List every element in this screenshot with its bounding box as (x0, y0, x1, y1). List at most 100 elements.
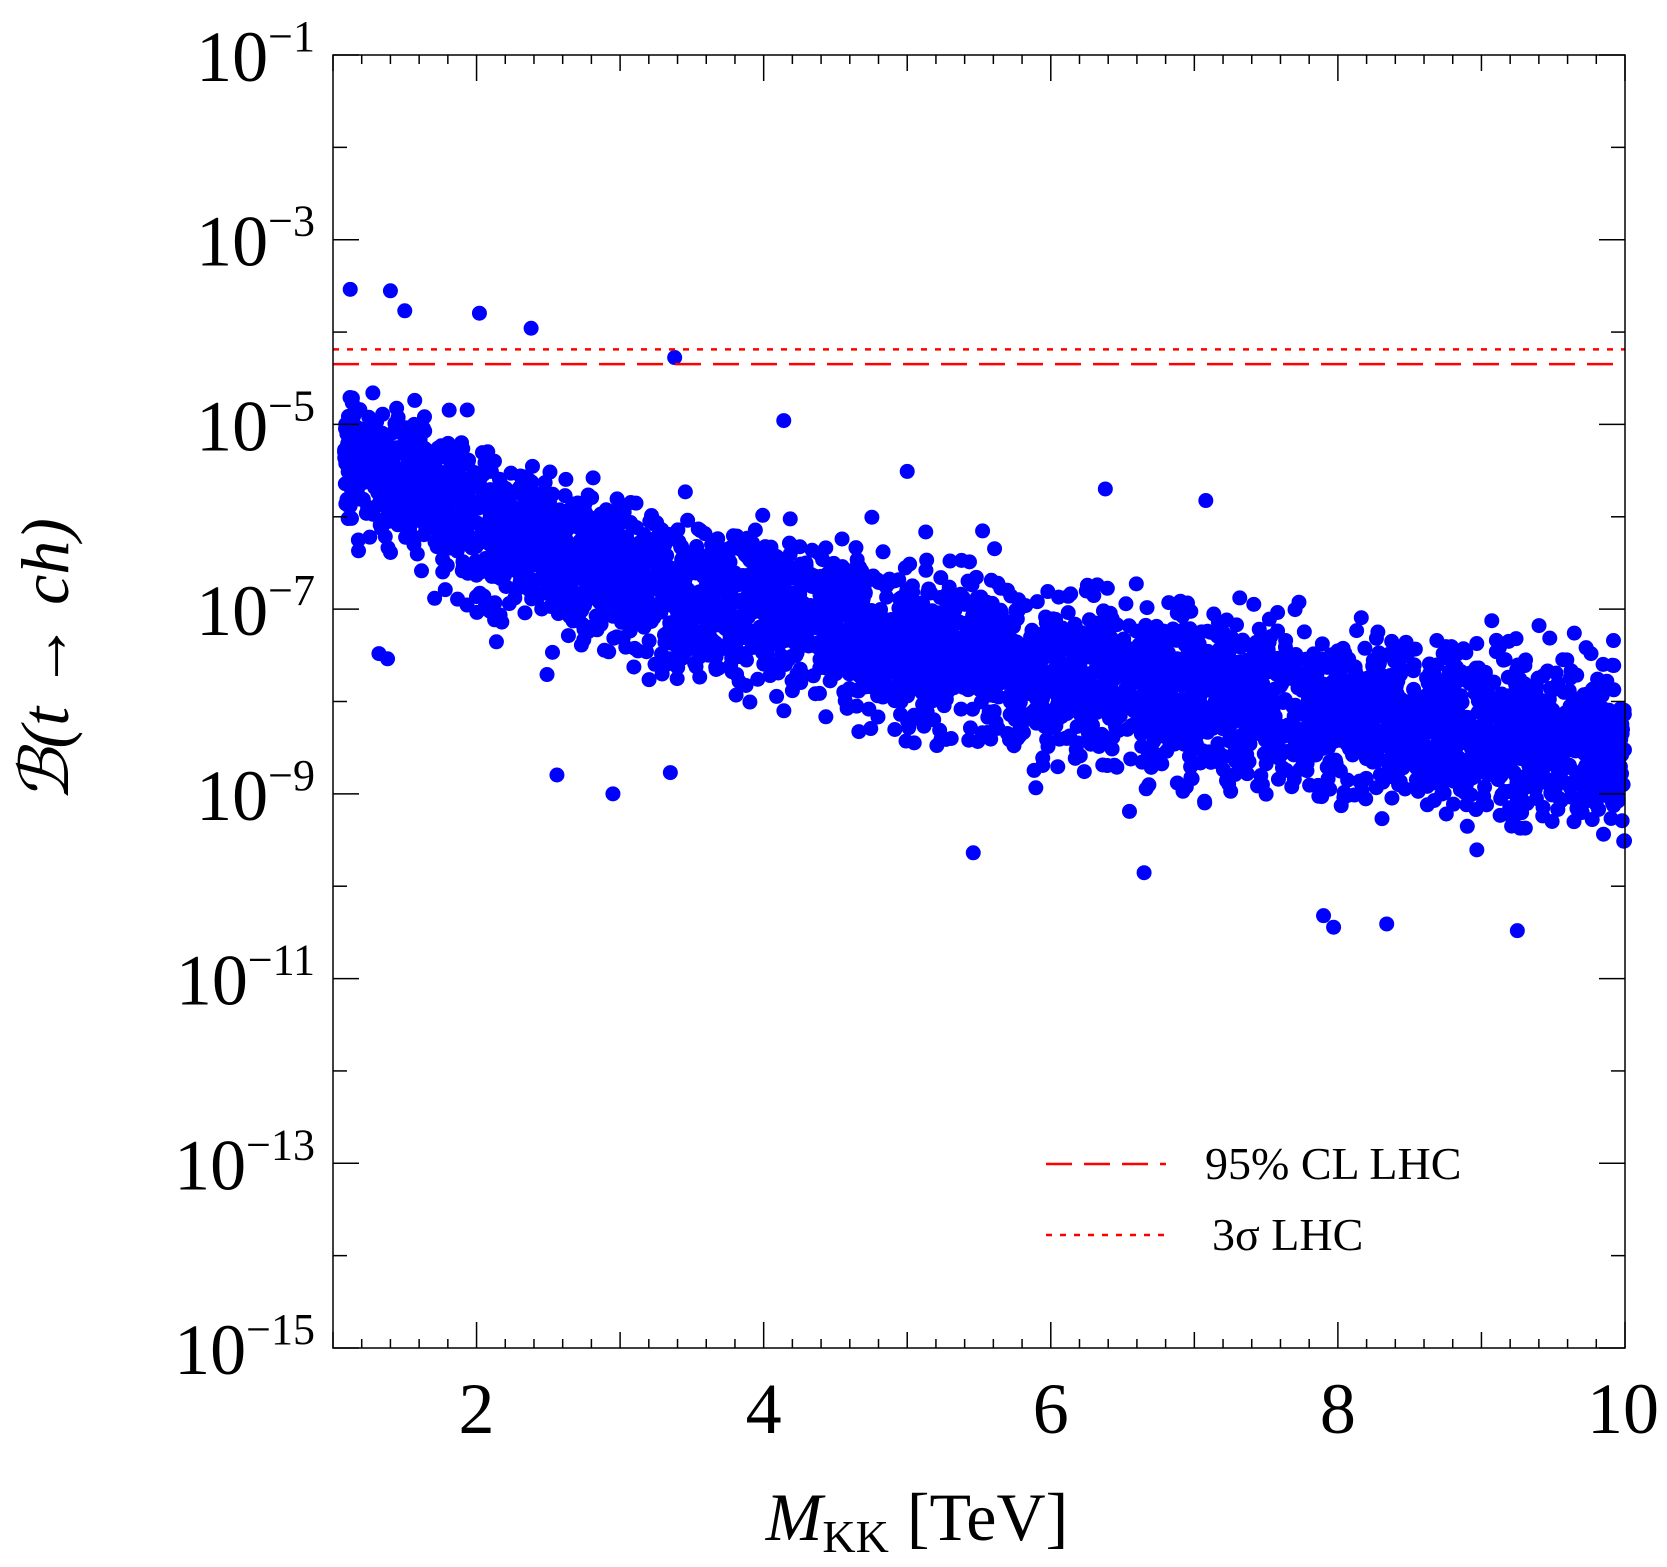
x-axis-title-sub: KK (822, 1511, 888, 1562)
scatter-point (656, 574, 672, 590)
scatter-point (593, 506, 609, 522)
scatter-point (1570, 697, 1586, 713)
scatter-point (1571, 805, 1587, 821)
scatter-point (879, 644, 895, 660)
scatter-point (1109, 759, 1125, 775)
scatter-point (1469, 636, 1485, 652)
scatter-point (670, 522, 686, 538)
scatter-point (541, 494, 557, 510)
y-tick-label-exponent: −15 (246, 1305, 315, 1354)
scatter-point (1026, 666, 1042, 682)
scatter-point (1312, 704, 1328, 720)
scatter-point (708, 661, 724, 677)
x-tick-label: 10 (1587, 1369, 1659, 1449)
scatter-point (1136, 678, 1152, 694)
scatter-point (620, 538, 636, 554)
scatter-point (669, 627, 685, 643)
scatter-point (965, 701, 981, 717)
scatter-point (436, 475, 452, 491)
y-tick-label-exponent: −11 (248, 936, 315, 985)
scatter-point (795, 667, 811, 683)
scatter-point (1459, 818, 1475, 834)
scatter-point-outlier (776, 413, 792, 429)
scatter-point (1256, 681, 1272, 697)
scatter-point (1024, 622, 1040, 638)
scatter-point (1291, 594, 1307, 610)
scatter-point (615, 573, 631, 589)
scatter-point (1368, 780, 1384, 796)
scatter-point (1419, 778, 1435, 794)
scatter-point (931, 692, 947, 708)
scatter-point (712, 617, 728, 633)
scatter-point (412, 453, 428, 469)
scatter-point (1123, 751, 1139, 767)
scatter-point (908, 640, 924, 656)
scatter-point (1185, 685, 1201, 701)
scatter-point (1377, 725, 1393, 741)
scatter-point (781, 594, 797, 610)
scatter-point (1422, 718, 1438, 734)
scatter-point (1082, 731, 1098, 747)
scatter-point (669, 671, 685, 687)
y-tick-label: 10−11 (176, 936, 315, 1021)
scatter-point (1592, 788, 1608, 804)
scatter-point (534, 570, 550, 586)
scatter-point (1028, 715, 1044, 731)
y-tick-label-exponent: −5 (268, 381, 315, 430)
scatter-point (851, 724, 867, 740)
scatter-point (1204, 700, 1220, 716)
y-tick-label: 10−7 (196, 566, 315, 651)
scatter-point (879, 589, 895, 605)
scatter-point (1172, 593, 1188, 609)
y-tick-label: 10−15 (174, 1305, 315, 1390)
scatter-point (1256, 746, 1272, 762)
scatter-point (1176, 736, 1192, 752)
scatter-point (1296, 676, 1312, 692)
scatter-point (1364, 678, 1380, 694)
scatter-point (1384, 769, 1400, 785)
scatter-point (1409, 759, 1425, 775)
scatter-point (1530, 768, 1546, 784)
scatter-point (1026, 762, 1042, 778)
legend: 95% CL LHC 3σ LHC (1046, 1138, 1461, 1260)
scatter-point (862, 628, 878, 644)
scatter-point (454, 520, 470, 536)
scatter-point (1152, 714, 1168, 730)
scatter-point (1596, 826, 1612, 842)
scatter-point (1003, 588, 1019, 604)
scatter-point (1028, 780, 1044, 796)
scatter-point (1407, 641, 1423, 657)
scatter-point (1050, 759, 1066, 775)
scatter-point (702, 631, 718, 647)
scatter-point (416, 527, 432, 543)
scatter-point (1261, 611, 1277, 627)
scatter-point (520, 568, 536, 584)
scatter-point (361, 409, 377, 425)
scatter-point (796, 626, 812, 642)
scatter-point (975, 523, 991, 539)
scatter-point (1406, 657, 1422, 673)
scatter-point (554, 580, 570, 596)
scatter-point (729, 540, 745, 556)
scatter-point-outlier (1326, 919, 1342, 935)
scatter-point (960, 682, 976, 698)
y-tick-label-base: 10 (174, 1310, 246, 1390)
scatter-point (1169, 605, 1185, 621)
scatter-point (1047, 661, 1063, 677)
scatter-point (1100, 624, 1116, 640)
scatter-point (1267, 694, 1283, 710)
scatter-point (1161, 595, 1177, 611)
scatter-point (585, 470, 601, 486)
scatter-point (560, 628, 576, 644)
scatter-point (1182, 621, 1198, 637)
scatter-point (640, 584, 656, 600)
x-axis-title: MKK [TeV] (765, 1479, 1068, 1562)
x-tick-label: 2 (459, 1369, 495, 1449)
scatter-point (835, 575, 851, 591)
scatter-point (1445, 796, 1461, 812)
scatter-point (344, 390, 360, 406)
scatter-point (1017, 682, 1033, 698)
scatter-point (1149, 618, 1165, 634)
scatter-point (583, 619, 599, 635)
scatter-point (1050, 627, 1066, 643)
